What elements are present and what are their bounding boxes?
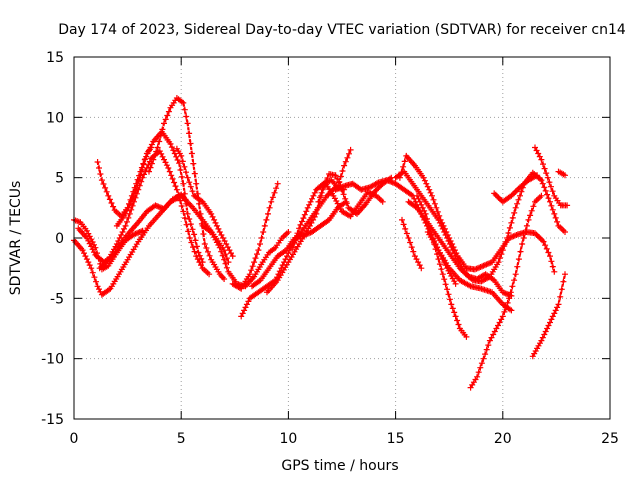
series-sat-w xyxy=(467,192,545,391)
series-line xyxy=(531,273,567,357)
series-sat-j xyxy=(229,180,281,292)
plus-markers xyxy=(229,180,281,292)
plus-markers xyxy=(146,95,228,282)
plus-markers xyxy=(491,172,541,205)
plus-markers xyxy=(529,271,568,360)
plus-markers xyxy=(532,144,571,209)
plus-markers xyxy=(555,168,568,179)
y-tick-label: 10 xyxy=(46,110,64,126)
y-tick-label: 0 xyxy=(55,231,64,247)
y-tick-label: -10 xyxy=(41,352,64,368)
chart-title: Day 174 of 2023, Sidereal Day-to-day VTE… xyxy=(58,22,626,38)
y-axis-label: SDTVAR / TECUs xyxy=(8,181,24,296)
plot-frame xyxy=(73,56,611,420)
plus-markers xyxy=(467,192,545,391)
y-tick-label: 5 xyxy=(55,171,64,187)
x-tick-label: 20 xyxy=(494,431,512,447)
series-sat-l xyxy=(249,198,350,290)
x-tick-label: 5 xyxy=(177,431,186,447)
series-line xyxy=(335,178,457,285)
x-tick-label: 0 xyxy=(70,431,79,447)
grid xyxy=(74,57,610,419)
plus-markers xyxy=(96,148,213,278)
series-sat-i xyxy=(199,222,292,290)
x-tick-label: 15 xyxy=(387,431,405,447)
y-tick-label: -15 xyxy=(41,412,64,428)
plus-markers xyxy=(315,146,354,205)
series-sat-u xyxy=(399,216,425,272)
series-line xyxy=(147,96,225,280)
x-tick-label: 10 xyxy=(279,431,297,447)
plus-markers xyxy=(399,216,425,272)
y-tick-label: -5 xyxy=(50,291,64,307)
series-sat-z2 xyxy=(555,168,568,179)
x-tick-labels: 0 5 10 15 20 25 xyxy=(70,431,619,447)
series-sat-z xyxy=(529,271,568,360)
y-tick-labels: -15 -10 -5 0 5 10 15 xyxy=(41,50,64,428)
x-tick-label: 25 xyxy=(601,431,619,447)
series-sat-v xyxy=(424,229,515,314)
series-sat-g xyxy=(146,95,228,282)
y-tick-label: 15 xyxy=(46,50,64,66)
series-sat-o xyxy=(315,146,354,205)
plus-markers xyxy=(113,144,155,229)
plus-markers xyxy=(173,145,236,260)
plus-markers xyxy=(199,222,292,290)
series-sat-n xyxy=(289,179,386,251)
plus-markers xyxy=(424,229,515,314)
series-sat-x xyxy=(491,172,541,205)
plus-markers xyxy=(405,198,515,299)
series-line xyxy=(317,149,352,203)
series-layer xyxy=(71,95,571,391)
series-sat-s xyxy=(405,198,515,299)
series-sat-f xyxy=(113,144,155,229)
series-sat-h xyxy=(173,145,236,260)
series-sat-y xyxy=(532,144,571,209)
x-axis-label: GPS time / hours xyxy=(281,458,398,474)
series-sat-e xyxy=(96,148,213,278)
